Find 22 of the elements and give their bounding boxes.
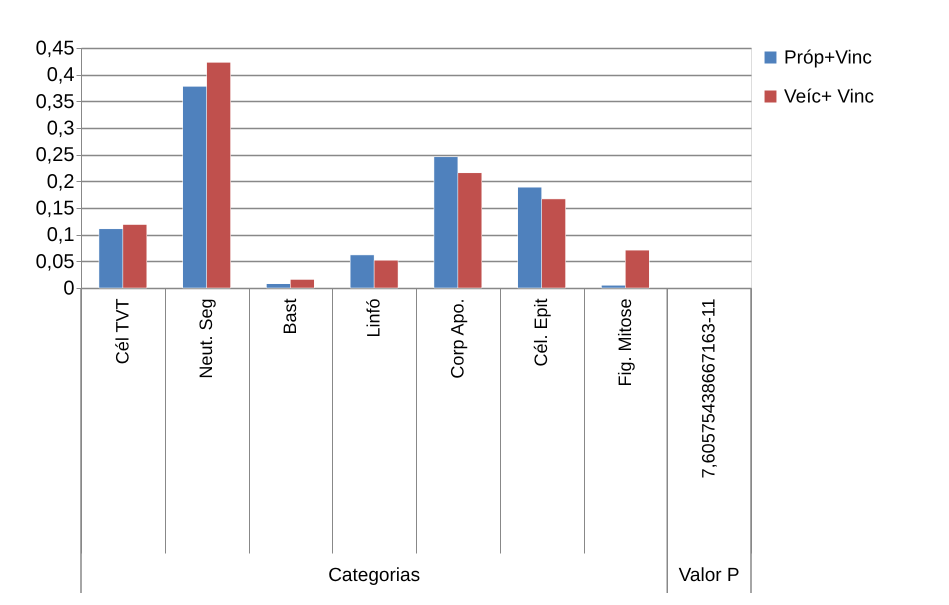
x-tick-label: Bast: [280, 298, 300, 335]
y-tick-label: 0,35: [36, 90, 74, 113]
text: Categorias: [328, 565, 420, 586]
y-tick-label: 0,1: [46, 224, 74, 246]
x-tick-label: 7,60575438667163-11: [698, 298, 719, 478]
y-tick-label: 0,05: [36, 250, 74, 273]
y-tick-label: 0: [63, 278, 74, 300]
legend-label: Veíc+ Vinc: [784, 86, 874, 108]
x-tick-label: Cél TVT: [112, 298, 132, 364]
y-tick-label: 0,4: [46, 64, 74, 86]
y-tick-label: 0,15: [36, 198, 74, 220]
x-tick-label: Neut. Seg: [196, 298, 216, 379]
y-tick-label: 0,25: [36, 144, 74, 166]
legend-label: Próp+Vinc: [784, 48, 872, 68]
x-tick-label: Linfó: [364, 298, 384, 338]
x-tick-label: Fig. Mitose: [614, 298, 635, 387]
x-tick-label: Corp Apo.: [447, 298, 468, 379]
y-tick-label: 0,2: [46, 170, 74, 193]
y-tick-label: 0,3: [46, 118, 74, 140]
text: Valor P: [678, 565, 740, 586]
x-tick-label: Cél. Epit: [531, 298, 552, 367]
y-tick-label: 0,45: [36, 38, 74, 60]
